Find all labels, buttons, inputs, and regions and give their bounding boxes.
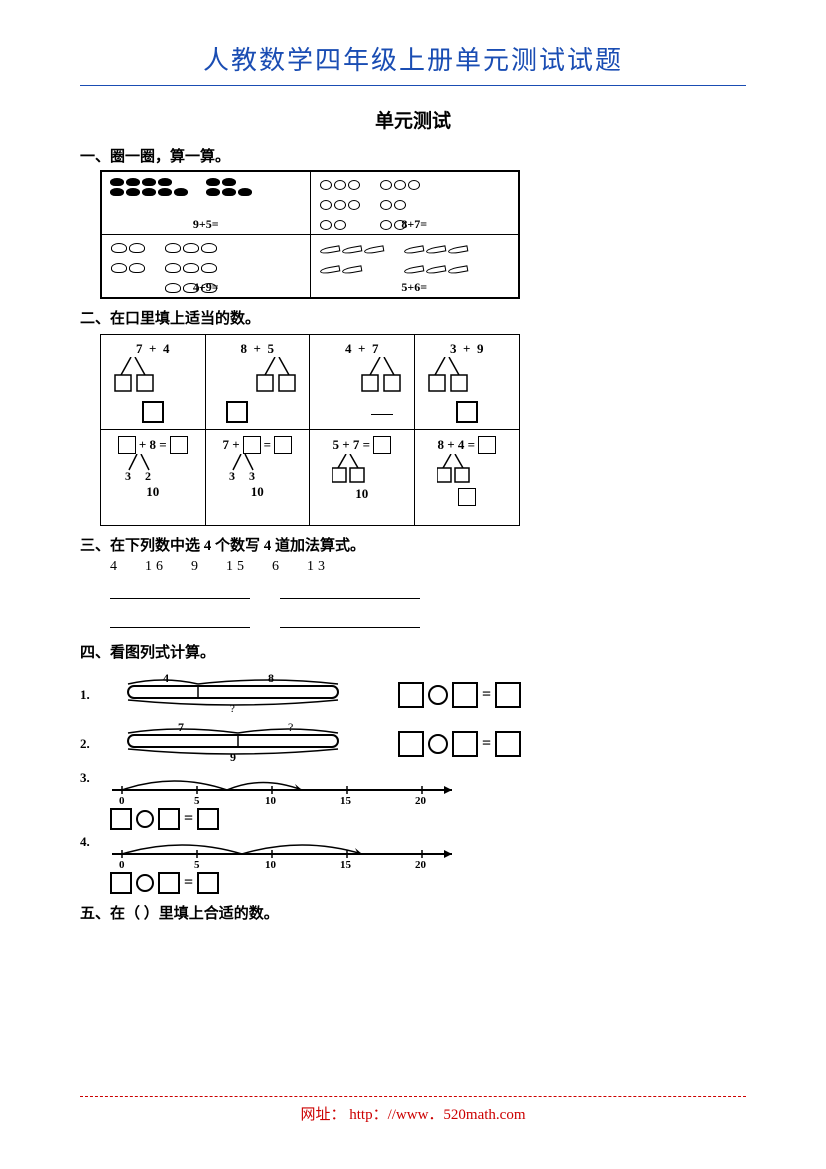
svg-text:20: 20 bbox=[415, 859, 427, 870]
page-title: 单元测试 bbox=[80, 106, 746, 133]
footer-url: http：//www．520math.com bbox=[349, 1107, 525, 1123]
q1-cell: 9+5= bbox=[102, 172, 311, 234]
number-line: 0 5 10 15 20 bbox=[102, 770, 462, 806]
section-3-head: 三、在下列数中选 4 个数写 4 道加法算式。 bbox=[80, 534, 746, 555]
q1-cell: 4+9= bbox=[102, 235, 311, 297]
q3-blanks bbox=[110, 585, 746, 604]
section-4-head: 四、看图列式计算。 bbox=[80, 641, 746, 662]
q2-cell: 8 + 5 bbox=[206, 335, 311, 430]
answer-boxes: = bbox=[398, 731, 521, 757]
svg-text:3: 3 bbox=[125, 469, 131, 482]
q1-equation: 9+5= bbox=[193, 217, 219, 232]
svg-text:2: 2 bbox=[145, 469, 151, 482]
svg-text:20: 20 bbox=[415, 795, 427, 806]
svg-text:15: 15 bbox=[340, 859, 352, 870]
number-line: 0 5 10 15 20 bbox=[102, 834, 462, 870]
svg-text:9: 9 bbox=[230, 750, 236, 761]
svg-text:4: 4 bbox=[163, 672, 169, 685]
q2-cell: 5 + 7 = 10 bbox=[310, 430, 415, 525]
q2-cell: 3 + 9 bbox=[415, 335, 520, 430]
q1-equation: 8+7= bbox=[401, 217, 427, 232]
svg-text:0: 0 bbox=[119, 859, 125, 870]
q1-table: 9+5= 8+7= 4+9= 5+6= bbox=[100, 170, 520, 299]
svg-text:5: 5 bbox=[194, 795, 200, 806]
svg-text:8: 8 bbox=[268, 672, 274, 685]
q1-cell: 5+6= bbox=[311, 235, 519, 297]
q4-item: 4. 0 5 10 15 20 = bbox=[80, 834, 746, 894]
section-1-head: 一、圈一圈，算一算。 bbox=[80, 145, 746, 166]
q1-equation: 5+6= bbox=[401, 280, 427, 295]
svg-text:3: 3 bbox=[229, 469, 235, 482]
page-footer: 网址： http：//www．520math.com bbox=[80, 1096, 746, 1124]
bar-diagram: 7 ? 9 bbox=[118, 721, 348, 761]
svg-text:3: 3 bbox=[249, 469, 255, 482]
svg-text:7: 7 bbox=[178, 721, 184, 734]
q4-item: 2. 7 ? 9 = bbox=[80, 721, 746, 766]
q2-cell: 7 += 33 10 bbox=[206, 430, 311, 525]
q1-equation: 4+9= bbox=[193, 280, 219, 295]
q3-blanks bbox=[110, 614, 746, 633]
q3-numbers: 416915613 bbox=[110, 559, 746, 575]
svg-text:10: 10 bbox=[265, 795, 277, 806]
svg-text:?: ? bbox=[288, 721, 293, 734]
svg-text:10: 10 bbox=[265, 859, 277, 870]
footer-label: 网址： bbox=[300, 1107, 345, 1123]
q4-item: 1. 4 8 ? = bbox=[80, 672, 746, 717]
q2-cell: + 8 = 32 10 bbox=[101, 430, 206, 525]
answer-boxes: = bbox=[110, 808, 746, 830]
q2-cell: 4 + 7 bbox=[310, 335, 415, 430]
page-header: 人教数学四年级上册单元测试试题 bbox=[80, 40, 746, 86]
answer-boxes: = bbox=[110, 872, 746, 894]
q4-item: 3. 0 5 10 15 20 = bbox=[80, 770, 746, 830]
svg-text:15: 15 bbox=[340, 795, 352, 806]
q2-cell: 8 + 4 = bbox=[415, 430, 520, 525]
q1-cell: 8+7= bbox=[311, 172, 519, 234]
q2-cell: 7 + 4 bbox=[101, 335, 206, 430]
section-2-head: 二、在口里填上适当的数。 bbox=[80, 307, 746, 328]
answer-boxes: = bbox=[398, 682, 521, 708]
q2-grid: 7 + 4 8 + 5 4 + 7 3 + 9 + 8 = 32 10 7 + bbox=[100, 334, 520, 526]
svg-text:?: ? bbox=[230, 703, 235, 712]
section-5-head: 五、在（ ）里填上合适的数。 bbox=[80, 902, 746, 923]
svg-text:5: 5 bbox=[194, 859, 200, 870]
svg-text:0: 0 bbox=[119, 795, 125, 806]
bar-diagram: 4 8 ? bbox=[118, 672, 348, 712]
